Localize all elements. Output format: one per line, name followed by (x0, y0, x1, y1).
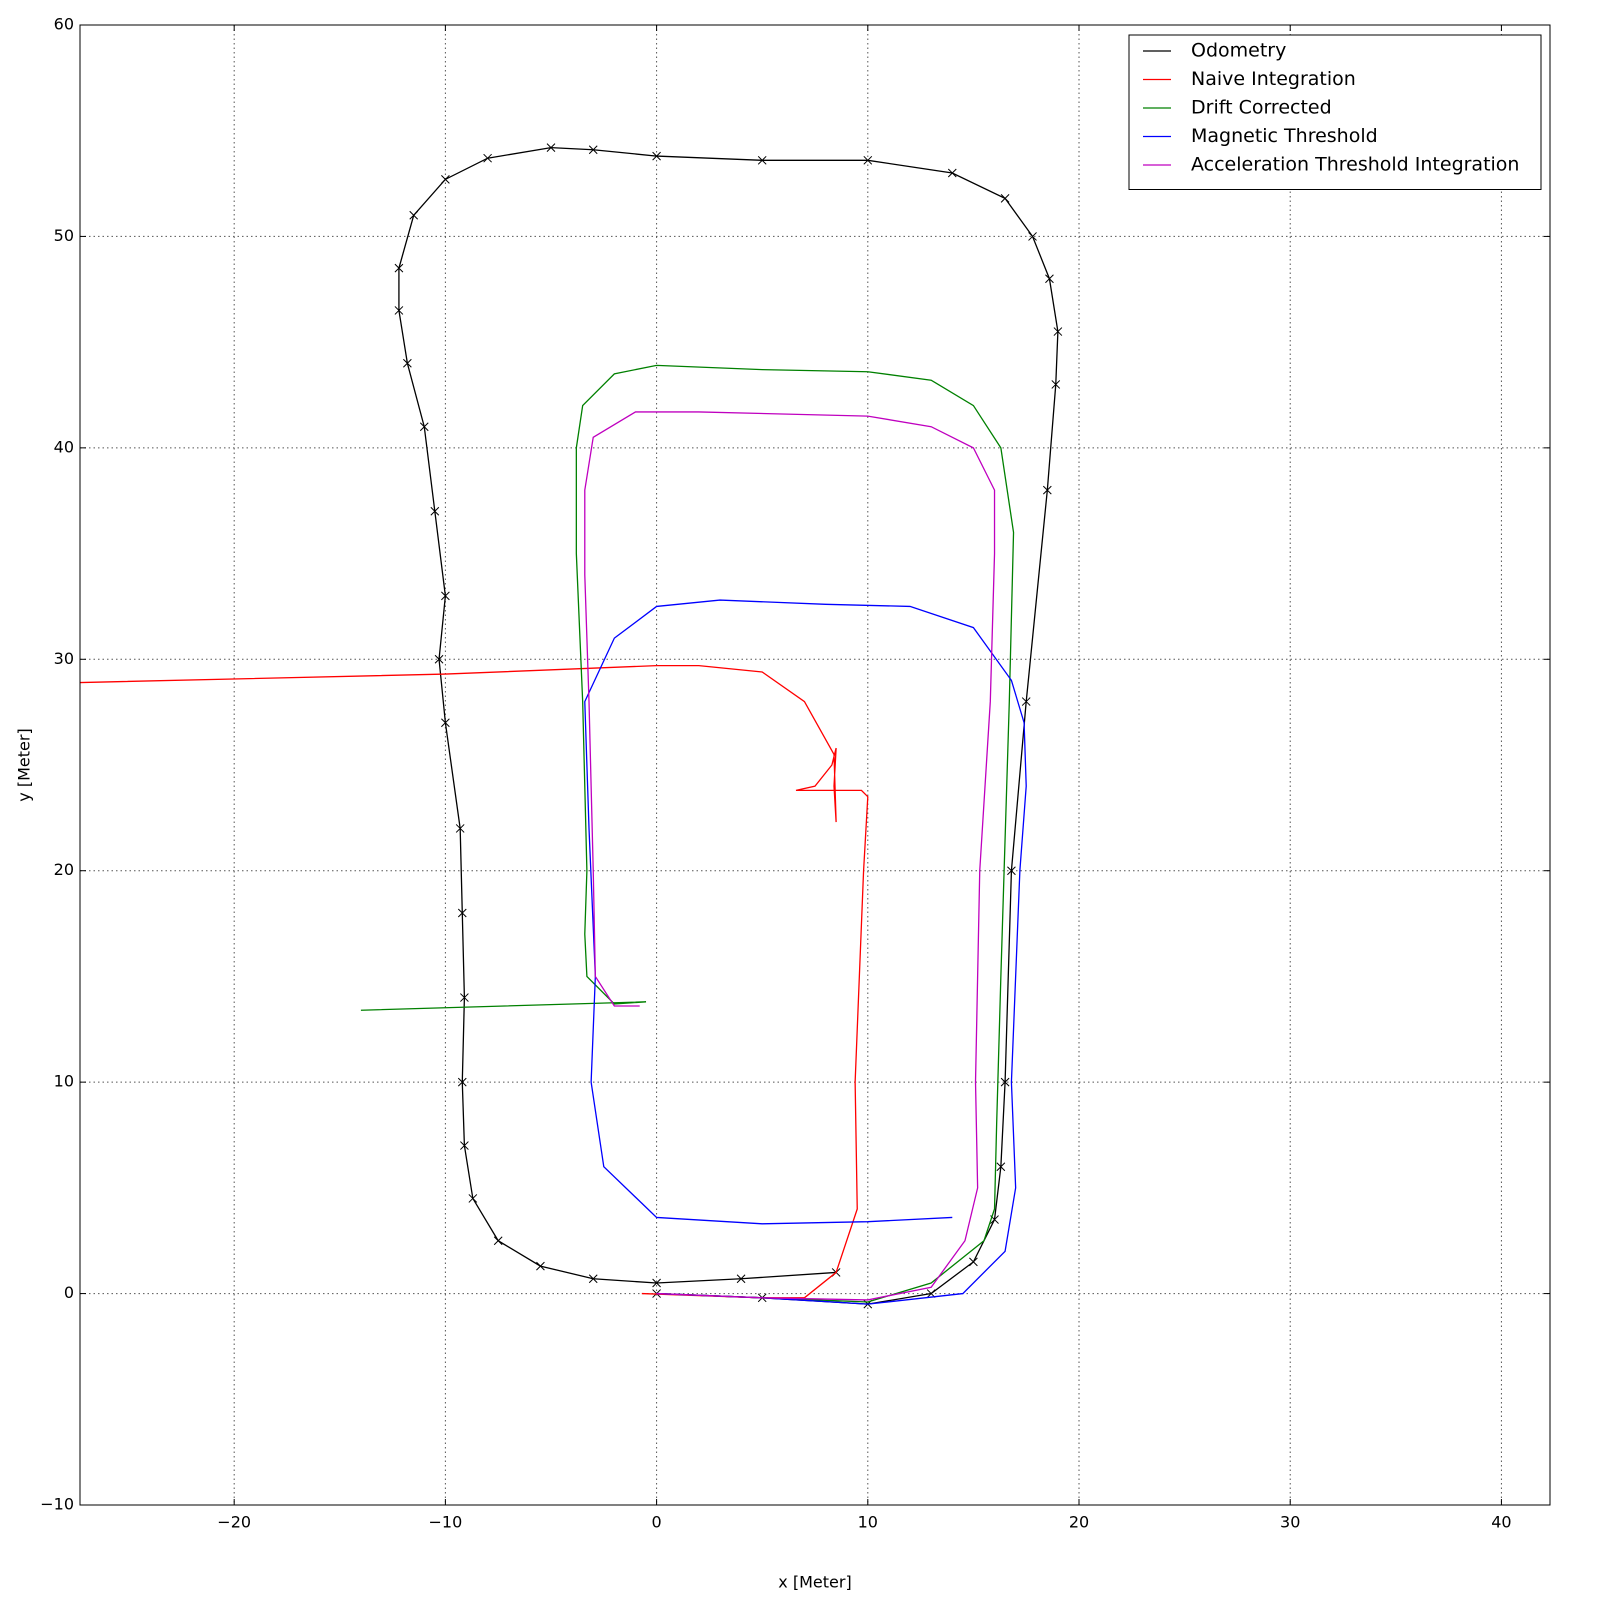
point-marker (1045, 274, 1054, 284)
point-marker (969, 1257, 978, 1267)
x-tick-label: −10 (429, 1513, 463, 1532)
point-marker (394, 306, 404, 315)
point-marker (468, 1194, 478, 1203)
point-marker (996, 1162, 1006, 1172)
y-tick-label: 30 (54, 649, 74, 668)
x-tick-label: 30 (1280, 1513, 1300, 1532)
legend-label: Naive Integration (1191, 68, 1356, 90)
point-marker (441, 174, 450, 184)
point-marker (403, 358, 412, 368)
y-tick-label: −10 (40, 1495, 74, 1514)
point-marker (460, 1141, 469, 1150)
point-marker (394, 263, 404, 273)
point-marker (409, 210, 419, 220)
point-marker (1053, 327, 1063, 336)
x-tick-label: 20 (1069, 1513, 1089, 1532)
point-marker (588, 1274, 598, 1284)
point-marker (457, 908, 467, 918)
series-line (584, 411, 996, 1301)
point-marker (455, 824, 465, 833)
point-marker (947, 168, 957, 178)
legend-box (1128, 34, 1542, 190)
point-marker (652, 151, 661, 161)
point-marker (457, 1077, 467, 1087)
series-line (80, 664, 869, 1299)
y-tick-label: 10 (54, 1072, 74, 1091)
legend-label: Magnetic Threshold (1191, 125, 1378, 147)
point-marker (652, 1278, 661, 1288)
point-marker (460, 993, 469, 1002)
series-line (584, 599, 1027, 1305)
point-marker (1042, 485, 1052, 495)
y-tick-label: 50 (54, 226, 74, 245)
series-line (360, 364, 1015, 1303)
point-marker (1028, 232, 1037, 241)
point-marker (757, 155, 767, 165)
point-marker (430, 506, 440, 516)
series-line (398, 146, 1059, 1305)
point-marker (419, 422, 429, 432)
point-marker (441, 718, 450, 728)
point-marker (483, 153, 492, 163)
point-marker (1051, 380, 1061, 389)
point-marker (588, 145, 598, 155)
point-marker (493, 1236, 503, 1246)
y-tick-label: 20 (54, 860, 74, 879)
point-marker (1000, 1077, 1010, 1087)
legend-label: Odometry (1191, 40, 1286, 62)
y-tick-label: 60 (54, 15, 74, 34)
point-marker (546, 143, 556, 152)
y-axis-label: y [Meter] (15, 728, 34, 801)
y-tick-label: 40 (54, 437, 74, 456)
x-tick-label: 40 (1491, 1513, 1511, 1532)
plot-frame (79, 24, 1551, 1506)
point-marker (1007, 866, 1016, 876)
point-marker (536, 1261, 545, 1271)
x-tick-label: −20 (217, 1513, 251, 1532)
point-marker (863, 155, 873, 165)
y-tick-label: 0 (64, 1283, 74, 1302)
x-tick-label: 10 (858, 1513, 878, 1532)
x-tick-label: 0 (652, 1513, 662, 1532)
point-marker (1000, 194, 1010, 203)
legend-label: Acceleration Threshold Integration (1191, 154, 1519, 176)
point-marker (736, 1274, 746, 1284)
legend-label: Drift Corrected (1191, 97, 1332, 119)
x-axis-label: x [Meter] (778, 1573, 851, 1592)
point-marker (441, 591, 450, 601)
point-marker (434, 654, 444, 664)
point-marker (1021, 697, 1031, 706)
